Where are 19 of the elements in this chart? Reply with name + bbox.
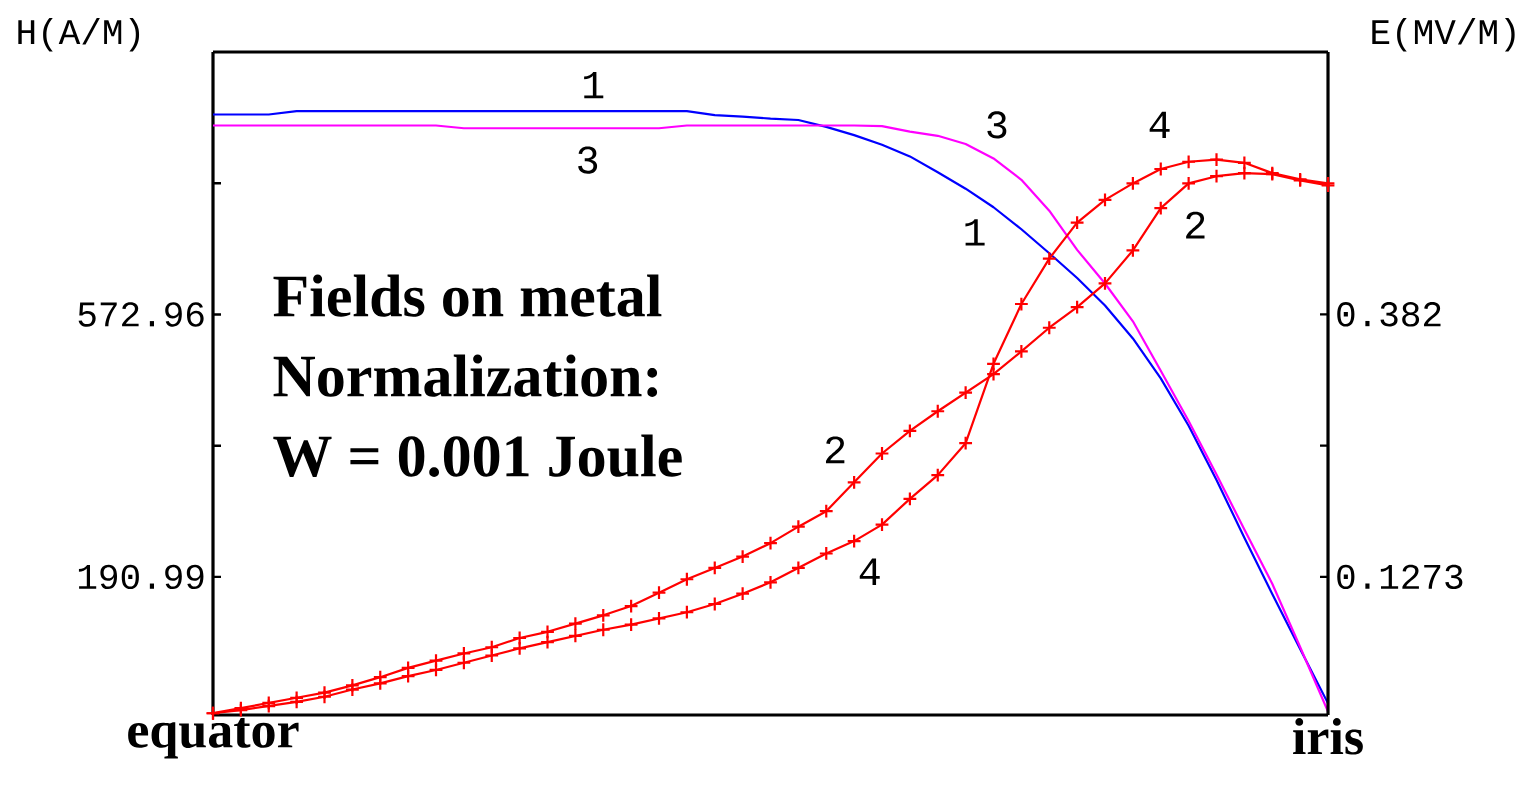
y-tick-label: 572.96 (78, 302, 204, 327)
x-tick-label: iris (1293, 718, 1363, 755)
y2-tick-label: 0.1273 (1337, 564, 1463, 590)
series-label: 3 (987, 111, 1007, 139)
text: 3 (578, 146, 598, 174)
annotation: Normalization: (273, 354, 658, 397)
annotation: W = 0.001 Joule (273, 434, 682, 478)
x-tick-label: equator (128, 718, 299, 759)
series-label: 4 (859, 558, 880, 585)
y-axis-title: H(A/M) (18, 17, 140, 52)
text: 1 (965, 219, 985, 246)
text: 2 (1186, 211, 1205, 239)
annotation: Fields on metal (273, 274, 662, 317)
text: 4 (1149, 111, 1170, 139)
series-label: 2 (825, 436, 845, 464)
y2-tick-label: 0.382 (1337, 302, 1441, 327)
series-label: 1 (584, 71, 604, 99)
y2-axis-title: E(MV/M) (1372, 17, 1515, 52)
y-tick-label: 190.99 (78, 564, 204, 590)
